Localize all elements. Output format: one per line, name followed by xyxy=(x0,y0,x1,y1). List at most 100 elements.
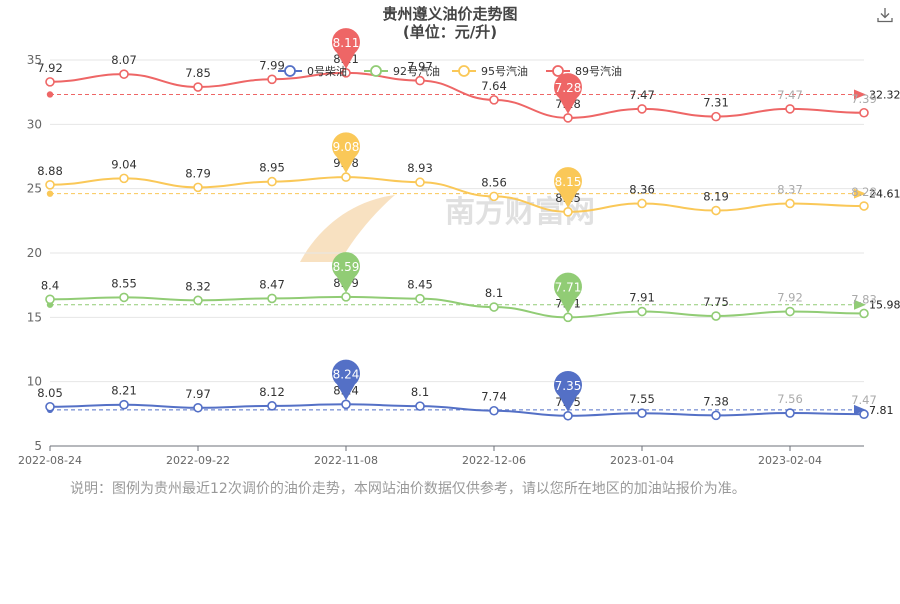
data-point-gasoline-89[interactable] xyxy=(711,111,721,122)
average-arrow-gasoline-89 xyxy=(854,89,866,100)
legend-item-gasoline-95[interactable]: 95号汽油 xyxy=(452,64,528,78)
average-arrow-gasoline-92 xyxy=(854,299,866,310)
data-label-gasoline-89: 7.47 xyxy=(629,88,655,102)
average-arrow-diesel-0 xyxy=(854,404,866,415)
data-point-diesel-0[interactable] xyxy=(489,405,499,416)
y-tick-label: 35 xyxy=(27,53,42,67)
legend-item-gasoline-89[interactable]: 89号汽油 xyxy=(546,64,622,78)
average-label-gasoline-95: 24.61 xyxy=(869,188,900,201)
data-point-gasoline-95[interactable] xyxy=(193,182,203,193)
data-point-gasoline-89[interactable] xyxy=(859,107,869,118)
legend-marker-gasoline-89 xyxy=(552,65,564,77)
data-point-diesel-0[interactable] xyxy=(193,402,203,413)
data-point-diesel-0[interactable] xyxy=(119,399,129,410)
data-point-gasoline-95[interactable] xyxy=(341,172,351,182)
data-label-gasoline-89: 7.47 xyxy=(777,88,803,102)
x-tick-label: 2023-01-04 xyxy=(610,454,674,467)
data-point-gasoline-89[interactable] xyxy=(415,75,425,86)
data-label-gasoline-92: 7.83 xyxy=(851,292,877,306)
legend-label-gasoline-95: 95号汽油 xyxy=(481,64,528,78)
series-line-gasoline-89 xyxy=(49,71,865,119)
data-point-gasoline-95[interactable] xyxy=(45,180,55,190)
watermark: 南方财富网 xyxy=(300,195,595,262)
data-point-diesel-0[interactable] xyxy=(785,408,795,418)
legend-marker-gasoline-95 xyxy=(458,65,470,77)
data-label-diesel-0: 7.97 xyxy=(185,387,211,401)
average-arrow-gasoline-95 xyxy=(854,188,866,199)
y-tick-label: 10 xyxy=(27,375,42,389)
data-point-gasoline-92[interactable] xyxy=(563,312,573,323)
data-point-gasoline-95[interactable] xyxy=(119,173,129,184)
data-label-gasoline-89: 8.07 xyxy=(111,53,137,67)
data-label-gasoline-92: 7.92 xyxy=(777,291,803,305)
y-tick-label: 25 xyxy=(27,182,42,196)
data-point-gasoline-92[interactable] xyxy=(193,295,203,306)
data-point-diesel-0[interactable] xyxy=(637,408,647,418)
min-marker-gasoline-92 xyxy=(554,272,583,314)
data-point-gasoline-92[interactable] xyxy=(637,306,647,317)
legend[interactable]: 0号柴油 92号汽油 95号汽油 89号汽油 xyxy=(278,64,622,78)
data-label-gasoline-92: 7.75 xyxy=(703,295,729,309)
min-marker-gasoline-89 xyxy=(554,73,582,114)
data-label-gasoline-89: 7.31 xyxy=(703,96,729,110)
data-point-diesel-0[interactable] xyxy=(45,401,55,412)
data-point-gasoline-89[interactable] xyxy=(267,74,277,85)
footnote: 说明：图例为贵州最近12次调价的油价走势，本网站油价数据仅供参考，请以您所在地区… xyxy=(70,481,746,497)
data-point-diesel-0[interactable] xyxy=(711,410,721,421)
series-layer xyxy=(45,68,869,421)
data-point-gasoline-95[interactable] xyxy=(415,177,425,188)
data-point-diesel-0[interactable] xyxy=(563,410,573,421)
min-marker-gasoline-95 xyxy=(554,167,582,208)
x-tick-label: 2022-12-06 xyxy=(462,454,526,467)
data-point-gasoline-92[interactable] xyxy=(45,294,55,305)
legend-label-gasoline-89: 89号汽油 xyxy=(575,64,622,78)
max-marker-gasoline-95 xyxy=(332,132,360,174)
data-point-gasoline-92[interactable] xyxy=(859,308,869,319)
max-marker-gasoline-89 xyxy=(332,28,360,69)
data-label-gasoline-95: 8.79 xyxy=(185,166,211,180)
title-block: 贵州遵义油价走势图 (单位：元/升) xyxy=(382,5,517,41)
data-point-gasoline-95[interactable] xyxy=(711,205,721,216)
data-point-gasoline-89[interactable] xyxy=(119,69,129,79)
legend-item-diesel-0[interactable]: 0号柴油 xyxy=(278,64,347,78)
min-label-gasoline-92: 7.71 xyxy=(555,280,582,294)
data-point-diesel-0[interactable] xyxy=(267,401,277,411)
data-point-gasoline-92[interactable] xyxy=(415,293,425,304)
average-label-gasoline-89: 32.32 xyxy=(869,88,900,101)
y-tick-label: 20 xyxy=(27,246,42,260)
download-icon[interactable] xyxy=(876,6,894,24)
data-point-gasoline-95[interactable] xyxy=(563,207,573,217)
data-point-gasoline-89[interactable] xyxy=(193,82,203,92)
legend-label-diesel-0: 0号柴油 xyxy=(307,64,347,78)
data-point-gasoline-89[interactable] xyxy=(563,113,573,123)
data-point-gasoline-95[interactable] xyxy=(637,198,647,209)
data-label-gasoline-92: 7.91 xyxy=(629,291,655,305)
legend-item-gasoline-92[interactable]: 92号汽油 xyxy=(364,64,440,78)
data-point-gasoline-92[interactable] xyxy=(489,302,499,312)
data-point-diesel-0[interactable] xyxy=(341,399,351,410)
data-point-gasoline-92[interactable] xyxy=(341,292,351,302)
data-label-gasoline-89: 7.39 xyxy=(851,92,877,106)
data-point-gasoline-89[interactable] xyxy=(489,95,499,105)
x-tick-label: 2022-09-22 xyxy=(166,454,230,467)
data-point-gasoline-89[interactable] xyxy=(637,104,647,114)
data-point-gasoline-92[interactable] xyxy=(119,292,129,303)
data-point-gasoline-92[interactable] xyxy=(711,311,721,321)
data-point-gasoline-92[interactable] xyxy=(267,293,277,304)
legend-label-gasoline-92: 92号汽油 xyxy=(393,64,440,78)
data-point-gasoline-95[interactable] xyxy=(489,191,499,202)
max-label-gasoline-89: 8.11 xyxy=(333,36,360,50)
data-point-gasoline-89[interactable] xyxy=(45,77,55,87)
data-point-gasoline-95[interactable] xyxy=(785,198,795,209)
data-point-diesel-0[interactable] xyxy=(415,401,425,411)
data-point-gasoline-92[interactable] xyxy=(785,306,795,317)
data-label-gasoline-95: 9.04 xyxy=(111,157,137,171)
average-label-gasoline-92: 15.98 xyxy=(869,299,900,312)
download-icon-glyph xyxy=(877,8,893,23)
data-point-gasoline-89[interactable] xyxy=(785,104,795,114)
data-point-gasoline-95[interactable] xyxy=(859,201,869,211)
data-label-diesel-0: 8.05 xyxy=(37,386,63,400)
data-point-gasoline-95[interactable] xyxy=(267,176,277,187)
data-point-diesel-0[interactable] xyxy=(859,409,869,420)
